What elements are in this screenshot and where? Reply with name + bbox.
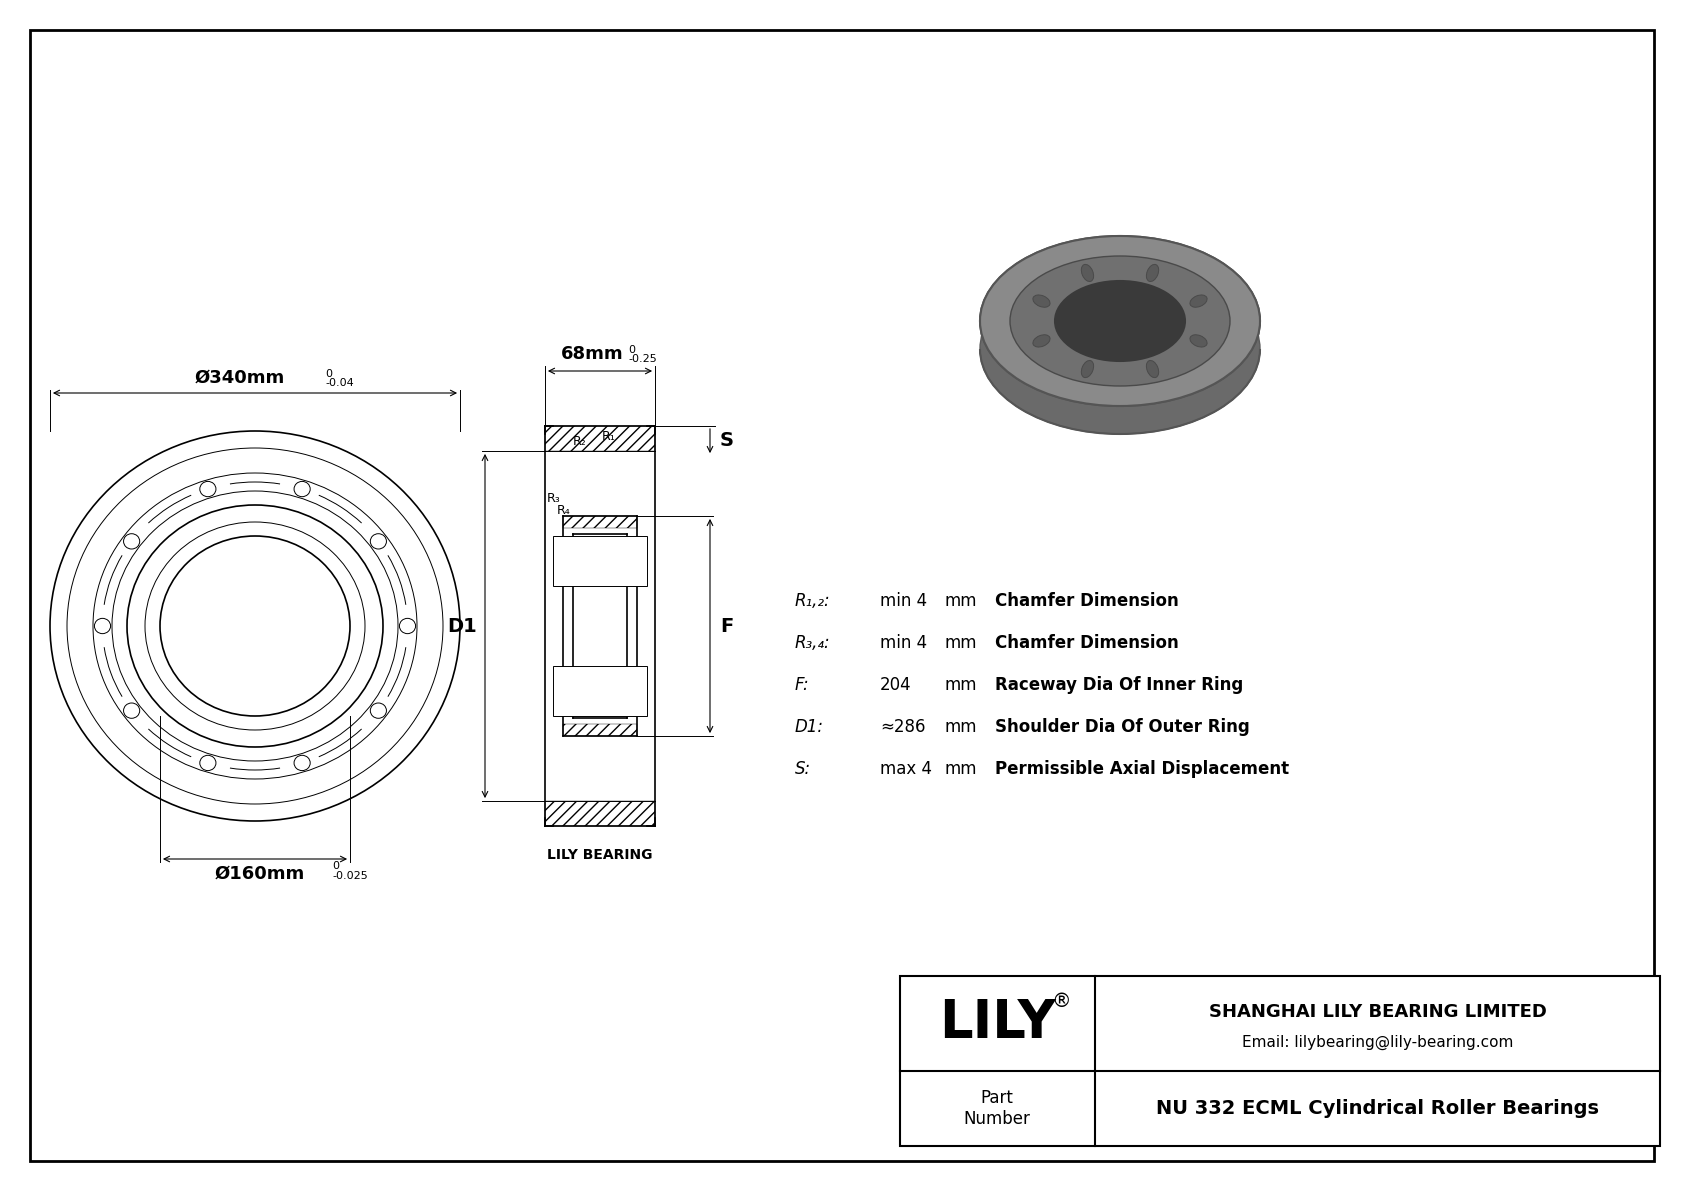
Text: Part
Number: Part Number xyxy=(963,1089,1031,1128)
Text: mm: mm xyxy=(945,634,977,651)
Ellipse shape xyxy=(1191,335,1207,347)
Text: max 4: max 4 xyxy=(881,760,931,778)
Text: R₁: R₁ xyxy=(601,430,616,443)
Text: 0: 0 xyxy=(628,345,635,355)
Text: Chamfer Dimension: Chamfer Dimension xyxy=(995,634,1179,651)
Ellipse shape xyxy=(1010,256,1229,386)
Ellipse shape xyxy=(1081,264,1093,281)
Text: 0: 0 xyxy=(325,369,332,379)
Ellipse shape xyxy=(1147,264,1159,281)
Ellipse shape xyxy=(1032,335,1051,347)
Text: SHANGHAI LILY BEARING LIMITED: SHANGHAI LILY BEARING LIMITED xyxy=(1209,1003,1546,1021)
Text: -0.025: -0.025 xyxy=(332,871,367,881)
Text: mm: mm xyxy=(945,676,977,694)
Ellipse shape xyxy=(980,236,1260,406)
Ellipse shape xyxy=(980,264,1260,434)
Text: ≈286: ≈286 xyxy=(881,718,926,736)
Text: mm: mm xyxy=(945,592,977,610)
Text: mm: mm xyxy=(945,760,977,778)
Ellipse shape xyxy=(1054,281,1186,361)
Text: LILY: LILY xyxy=(938,998,1056,1049)
Ellipse shape xyxy=(1032,295,1051,307)
Ellipse shape xyxy=(1191,295,1207,307)
Text: R₃,₄:: R₃,₄: xyxy=(795,634,830,651)
Text: -0.25: -0.25 xyxy=(628,354,657,364)
Text: Chamfer Dimension: Chamfer Dimension xyxy=(995,592,1179,610)
Text: F: F xyxy=(721,617,733,636)
Text: NU 332 ECML Cylindrical Roller Bearings: NU 332 ECML Cylindrical Roller Bearings xyxy=(1155,1099,1600,1118)
Bar xyxy=(552,666,647,716)
Bar xyxy=(552,536,647,586)
Text: LILY BEARING: LILY BEARING xyxy=(547,848,653,862)
Text: 0: 0 xyxy=(332,861,338,871)
Text: Email: lilybearing@lily-bearing.com: Email: lilybearing@lily-bearing.com xyxy=(1241,1035,1514,1050)
Text: 68mm: 68mm xyxy=(561,345,623,363)
Text: -0.04: -0.04 xyxy=(325,378,354,388)
Text: D1: D1 xyxy=(448,617,477,636)
Text: Shoulder Dia Of Outer Ring: Shoulder Dia Of Outer Ring xyxy=(995,718,1250,736)
Text: S:: S: xyxy=(795,760,812,778)
Ellipse shape xyxy=(1147,361,1159,378)
Text: R₂: R₂ xyxy=(573,435,586,448)
Ellipse shape xyxy=(1081,361,1093,378)
Ellipse shape xyxy=(1010,256,1229,386)
Text: min 4: min 4 xyxy=(881,592,928,610)
Text: mm: mm xyxy=(945,718,977,736)
Text: ®: ® xyxy=(1051,992,1071,1011)
Text: Ø340mm: Ø340mm xyxy=(195,369,285,387)
Text: Ø160mm: Ø160mm xyxy=(216,865,305,883)
Text: S: S xyxy=(721,431,734,450)
Ellipse shape xyxy=(1054,281,1186,361)
Text: Raceway Dia Of Inner Ring: Raceway Dia Of Inner Ring xyxy=(995,676,1243,694)
Text: F:: F: xyxy=(795,676,810,694)
Ellipse shape xyxy=(980,236,1260,406)
Bar xyxy=(899,975,1660,1146)
Text: R₄: R₄ xyxy=(557,505,571,518)
Text: R₁,₂:: R₁,₂: xyxy=(795,592,830,610)
Text: 204: 204 xyxy=(881,676,911,694)
Text: min 4: min 4 xyxy=(881,634,928,651)
Text: D1:: D1: xyxy=(795,718,823,736)
Text: Permissible Axial Displacement: Permissible Axial Displacement xyxy=(995,760,1290,778)
Text: R₃: R₃ xyxy=(547,492,561,505)
